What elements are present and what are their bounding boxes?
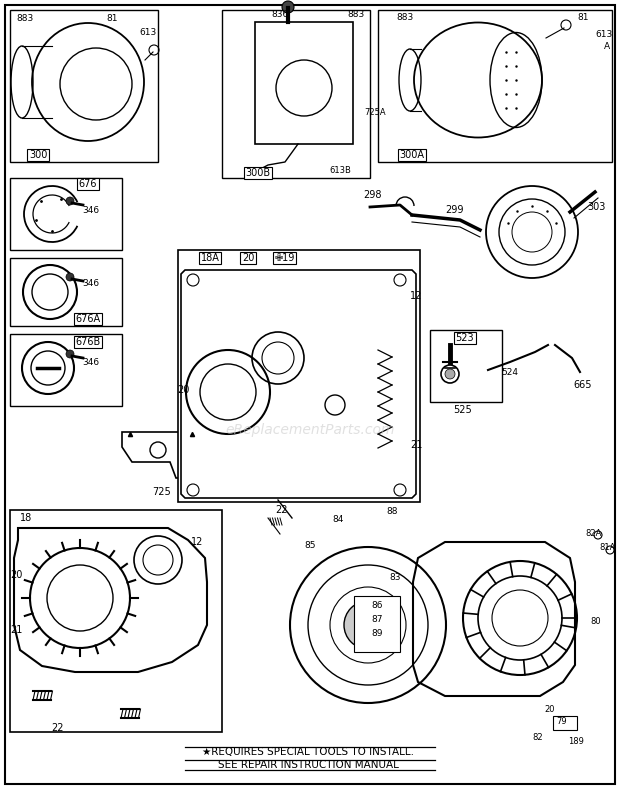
- Text: 676B: 676B: [76, 337, 100, 347]
- Text: 82A: 82A: [586, 529, 602, 537]
- Text: 300: 300: [29, 150, 47, 160]
- Text: 81: 81: [577, 13, 589, 21]
- Text: 22: 22: [276, 505, 288, 515]
- Text: 18A: 18A: [200, 253, 219, 263]
- Text: ✙19: ✙19: [274, 253, 294, 263]
- Text: 88: 88: [386, 507, 398, 517]
- Text: 883: 883: [347, 9, 365, 18]
- Text: 524: 524: [502, 368, 518, 376]
- Text: 523: 523: [456, 333, 474, 343]
- Bar: [222, 10, 370, 178]
- Text: 81A: 81A: [600, 543, 616, 552]
- Text: 725A: 725A: [364, 107, 386, 117]
- Text: 12: 12: [191, 537, 203, 547]
- Text: 613: 613: [595, 29, 613, 39]
- Text: 20: 20: [242, 253, 254, 263]
- Text: 87: 87: [371, 615, 383, 623]
- Text: 189: 189: [568, 738, 584, 746]
- Text: 346: 346: [82, 357, 100, 367]
- Text: 20: 20: [10, 570, 22, 580]
- Text: 298: 298: [363, 190, 381, 200]
- Text: 300B: 300B: [246, 168, 270, 178]
- Text: 83: 83: [389, 574, 401, 582]
- Circle shape: [66, 197, 74, 205]
- Text: A: A: [604, 42, 610, 50]
- Circle shape: [66, 350, 74, 358]
- Text: 303: 303: [587, 202, 605, 212]
- Bar: [10, 178, 122, 250]
- Text: 20: 20: [177, 385, 189, 395]
- Text: 20: 20: [545, 705, 556, 715]
- Text: 665: 665: [574, 380, 592, 390]
- Bar: [430, 330, 502, 402]
- Bar: [10, 510, 222, 732]
- Text: ★REQUIRES SPECIAL TOOLS TO INSTALL.: ★REQUIRES SPECIAL TOOLS TO INSTALL.: [202, 747, 414, 757]
- Text: 80: 80: [591, 618, 601, 626]
- Text: 613: 613: [140, 28, 157, 36]
- Text: 79: 79: [557, 717, 567, 727]
- Bar: [255, 22, 353, 144]
- Bar: [10, 10, 158, 162]
- Text: eReplacementParts.com: eReplacementParts.com: [225, 423, 395, 437]
- Text: 346: 346: [82, 279, 100, 287]
- Text: 346: 346: [82, 205, 100, 215]
- Text: 676: 676: [79, 179, 97, 189]
- Circle shape: [282, 1, 294, 13]
- Text: 85: 85: [304, 540, 316, 549]
- Bar: [178, 250, 420, 502]
- Bar: [10, 258, 122, 326]
- Text: 300A: 300A: [399, 150, 425, 160]
- Text: 84: 84: [332, 515, 343, 525]
- Text: 89: 89: [371, 629, 383, 638]
- Text: 86: 86: [371, 600, 383, 609]
- Text: 299: 299: [446, 205, 464, 215]
- Text: 836: 836: [272, 9, 289, 18]
- Bar: [378, 10, 612, 162]
- Text: 676A: 676A: [76, 314, 100, 324]
- Text: 81: 81: [106, 13, 118, 23]
- Text: 21: 21: [10, 625, 22, 635]
- Bar: [354, 596, 400, 652]
- Bar: [553, 716, 577, 730]
- Text: 613B: 613B: [329, 166, 351, 174]
- Circle shape: [344, 601, 392, 649]
- Text: SEE REPAIR INSTRUCTION MANUAL: SEE REPAIR INSTRUCTION MANUAL: [218, 760, 399, 770]
- Text: 883: 883: [16, 13, 33, 23]
- Text: 725: 725: [153, 487, 171, 497]
- Text: 525: 525: [454, 405, 472, 415]
- Text: 12: 12: [410, 291, 422, 301]
- Circle shape: [66, 273, 74, 281]
- Text: 21: 21: [410, 440, 422, 450]
- Text: 22: 22: [51, 723, 64, 733]
- Text: 18: 18: [20, 513, 32, 523]
- Bar: [10, 334, 122, 406]
- Circle shape: [445, 369, 455, 379]
- Text: 82: 82: [533, 732, 543, 742]
- Text: 883: 883: [396, 13, 414, 21]
